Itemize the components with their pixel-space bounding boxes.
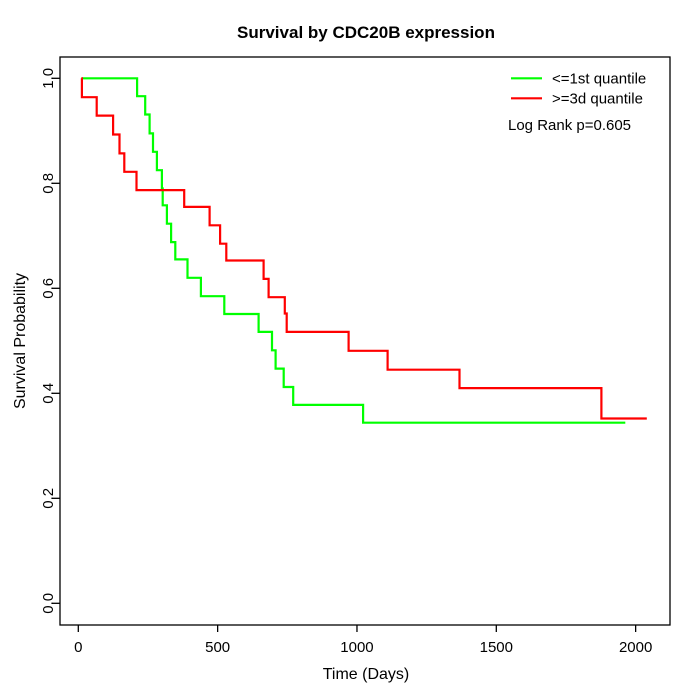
x-axis-tick-label: 1500 [480, 639, 513, 656]
legend-label-third-quantile: >=3d quantile [552, 91, 643, 108]
y-axis-label: Survival Probability [12, 273, 29, 409]
plot-generated-layer: 0 500 1000 1500 2000 0.0 0.2 0.4 0.6 0.8 1.0 [40, 56, 671, 656]
km-curve-third-quantile [80, 77, 647, 420]
y-axis-tick-label: 0.0 [40, 593, 57, 614]
x-axis-tick-label: 1000 [340, 639, 373, 656]
plot-title: Survival by CDC20B expression [237, 23, 495, 42]
y-axis-tick-label: 0.6 [40, 278, 57, 299]
x-axis-tick-label: 500 [205, 639, 230, 656]
y-axis-tick-label: 0.2 [40, 488, 57, 509]
x-axis-label: Time (Days) [323, 666, 410, 683]
plot-box [59, 56, 671, 626]
y-axis-tick-label: 0.8 [40, 173, 57, 194]
x-axis-tick-label: 0 [74, 639, 82, 656]
x-axis-tick-label: 2000 [619, 639, 652, 656]
y-axis-tick-label: 0.4 [40, 383, 57, 404]
y-axis-tick-label: 1.0 [40, 68, 57, 89]
logrank-annotation: Log Rank p=0.605 [508, 117, 631, 134]
km-curve-first-quantile [81, 77, 626, 424]
legend-label-first-quantile: <=1st quantile [552, 71, 646, 88]
